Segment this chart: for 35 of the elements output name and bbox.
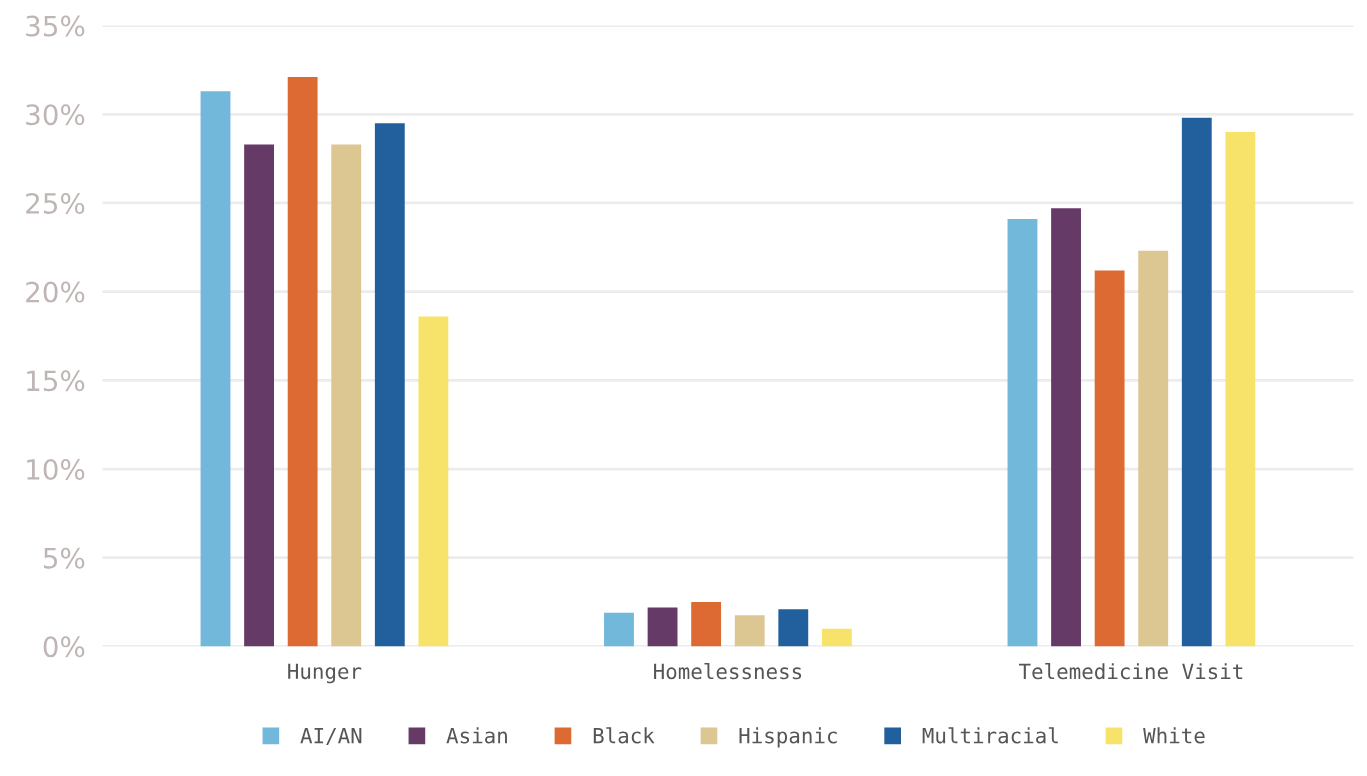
- legend-label: Multiracial: [922, 727, 1058, 744]
- bar: [1181, 117, 1212, 647]
- bar: [734, 615, 765, 647]
- y-tick-label: 30%: [26, 104, 85, 126]
- y-tick-label: 0%: [43, 636, 85, 658]
- bar: [1007, 218, 1038, 647]
- bar: [1138, 250, 1169, 647]
- bar: [691, 602, 722, 647]
- legend-label: Hispanic: [739, 727, 837, 748]
- legend-label: Black: [593, 727, 655, 744]
- bar: [418, 316, 449, 647]
- bar: [374, 123, 405, 647]
- y-tick-label: 15%: [27, 370, 85, 392]
- bar: [647, 607, 678, 647]
- y-tick-label: 10%: [27, 458, 85, 480]
- legend-label: AI/AN: [300, 727, 362, 746]
- y-tick-label: 25%: [26, 192, 85, 214]
- bar: [1094, 270, 1125, 647]
- bar: [1051, 208, 1081, 647]
- bar: [778, 609, 809, 647]
- bar: [200, 91, 231, 647]
- bar: [244, 144, 275, 647]
- y-tick-label: 20%: [26, 281, 85, 303]
- legend-label: White: [1143, 727, 1205, 744]
- y-tick-label: 35%: [26, 15, 85, 37]
- x-tick-label: Telemedicine Visit: [1019, 663, 1243, 680]
- x-tick-label: Homelessness: [654, 663, 802, 680]
- bar: [1225, 132, 1256, 647]
- x-tick-label: Hunger: [288, 663, 362, 684]
- bar: [287, 77, 318, 647]
- y-tick-label: 5%: [43, 547, 85, 569]
- legend-label: Asian: [446, 727, 507, 744]
- bar: [331, 144, 362, 647]
- bar: [604, 612, 634, 647]
- bar: [821, 628, 852, 647]
